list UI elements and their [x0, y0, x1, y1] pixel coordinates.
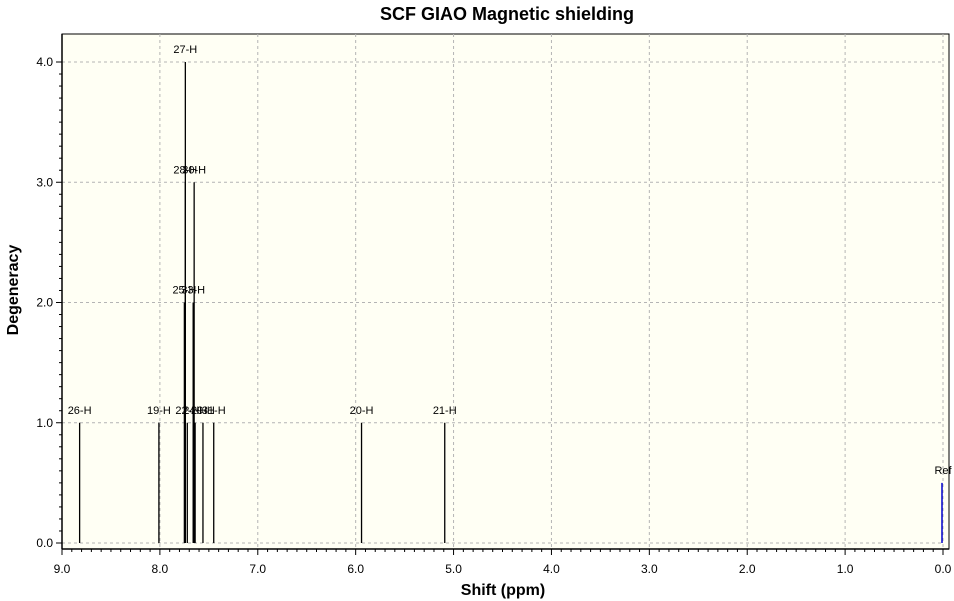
peak-label: 33-H [181, 285, 205, 297]
peak-label: 27-H [173, 44, 197, 56]
x-tick-label: 7.0 [249, 562, 266, 576]
peak-label: 19-H [147, 405, 171, 417]
peak-label: 25-H [172, 285, 196, 297]
x-tick-label: 4.0 [543, 562, 560, 576]
y-tick-label: 3.0 [36, 175, 53, 189]
y-tick-label: 0.0 [36, 536, 53, 550]
y-tick-label: 4.0 [36, 55, 53, 69]
x-axis-title: Shift (ppm) [461, 582, 545, 599]
x-tick-label: 9.0 [54, 562, 71, 576]
axes: 9.0 8.0 7.0 6.0 5.0 4.0 3.0 2.0 1.0 0.0 0.0 1.0 2.0 3… [36, 34, 952, 576]
x-tick-label: 5.0 [445, 562, 462, 576]
x-tick-label: 2.0 [739, 562, 756, 576]
plot-area [61, 33, 950, 550]
reference-label: Ref [934, 465, 952, 477]
y-tick-label: 1.0 [36, 416, 53, 430]
peak-label: 30-H [182, 164, 206, 176]
y-tick-label: 2.0 [36, 296, 53, 310]
x-tick-label: 0.0 [935, 562, 952, 576]
x-tick-label: 6.0 [347, 562, 364, 576]
x-tick-label: 1.0 [837, 562, 854, 576]
peaks: 26-H 19-H27-H28-H25-H22-H30-H33-H24-H29-H… [68, 44, 952, 543]
peak-label: 21-H [433, 405, 457, 417]
y-axis-title: Degeneracy [5, 245, 22, 336]
peak-label: 31-H [202, 405, 226, 417]
peak-label: 26-H [68, 405, 92, 417]
chart-title: SCF GIAO Magnetic shielding [380, 4, 634, 24]
x-tick-label: 8.0 [152, 562, 169, 576]
peak-label: 20-H [350, 405, 374, 417]
peak-label: 29-H [191, 405, 215, 417]
x-tick-label: 3.0 [641, 562, 658, 576]
peak-label: 28-H [173, 164, 197, 176]
peak-label: 24-H [183, 405, 207, 417]
